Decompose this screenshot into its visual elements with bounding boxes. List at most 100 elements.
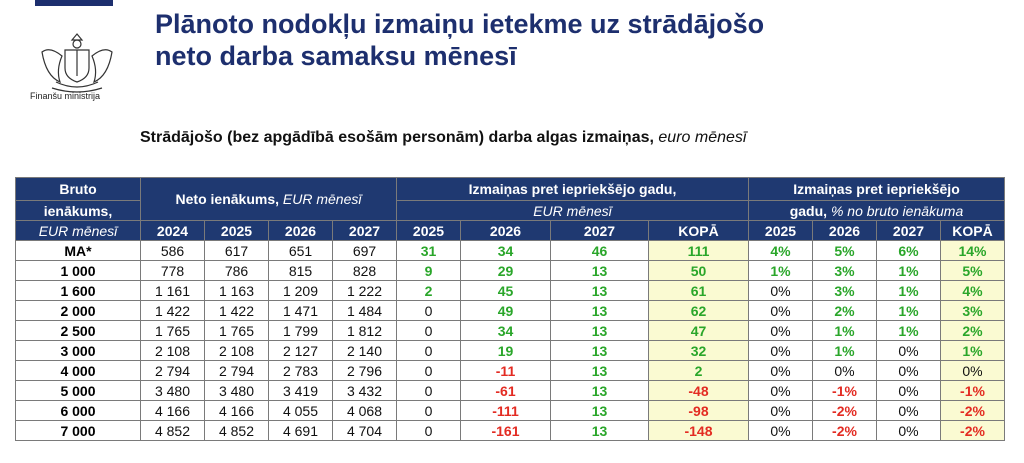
table-row: 2 500 1 765 1 765 1 799 1 812 0 34 13 47 0% 1% 1% 2%	[15, 320, 1005, 341]
pct-change-cell: 1%	[812, 340, 877, 361]
bruto-income-cell: MA*	[15, 240, 141, 261]
neto-income-cell: 4 166	[204, 400, 269, 421]
eur-change-cell: 0	[396, 400, 461, 421]
bruto-header-2: ienākums,	[15, 200, 141, 221]
neto-income-cell: 815	[268, 260, 333, 281]
neto-income-cell: 4 704	[332, 420, 397, 441]
pct-change-cell: 1%	[876, 260, 941, 281]
neto-income-cell: 1 484	[332, 300, 397, 321]
pct-change-total-cell: 14%	[940, 240, 1005, 261]
eur-change-total-cell: 50	[648, 260, 749, 281]
neto-income-cell: 651	[268, 240, 333, 261]
pct-change-total-cell: -2%	[940, 400, 1005, 421]
pct-change-cell: 1%	[812, 320, 877, 341]
eur-change-total-cell: 2	[648, 360, 749, 381]
eur-change-cell: 29	[460, 260, 551, 281]
bruto-unit: EUR mēnesī	[15, 220, 141, 241]
eur-change-cell: 2	[396, 280, 461, 301]
pct-change-cell: 0%	[748, 400, 813, 421]
neto-income-cell: 1 163	[204, 280, 269, 301]
pct-change-cell: 3%	[812, 280, 877, 301]
table-row: 4 000 2 794 2 794 2 783 2 796 0 -11 13 2 0% 0% 0% 0%	[15, 360, 1005, 381]
pct-change-total-cell: 0%	[940, 360, 1005, 381]
eur-change-total-cell: -98	[648, 400, 749, 421]
eur-year-header: 2025	[396, 220, 461, 241]
eur-change-total-cell: 32	[648, 340, 749, 361]
eur-change-cell: 13	[550, 320, 649, 341]
neto-income-cell: 1 422	[140, 300, 205, 321]
pct-change-cell: 0%	[876, 340, 941, 361]
bruto-income-cell: 7 000	[15, 420, 141, 441]
neto-income-cell: 2 140	[332, 340, 397, 361]
salary-change-table: Bruto Neto ienākums, EUR mēnesī Izmaiņas…	[15, 177, 1005, 441]
table-row: 3 000 2 108 2 108 2 127 2 140 0 19 13 32 0% 1% 0% 1%	[15, 340, 1005, 361]
neto-income-cell: 2 794	[204, 360, 269, 381]
eur-change-total-cell: -148	[648, 420, 749, 441]
pct-change-cell: 2%	[812, 300, 877, 321]
pct-change-cell: 1%	[876, 320, 941, 341]
table-row: 7 000 4 852 4 852 4 691 4 704 0 -161 13 -148 0% -2…	[15, 420, 1005, 441]
eur-change-cell: 13	[550, 420, 649, 441]
eur-change-cell: -61	[460, 380, 551, 401]
neto-income-cell: 1 765	[204, 320, 269, 341]
eur-year-header: 2027	[550, 220, 649, 241]
pct-change-cell: -1%	[812, 380, 877, 401]
pct-change-cell: 6%	[876, 240, 941, 261]
table-row: 6 000 4 166 4 166 4 055 4 068 0 -111 13 -98 0% -2%…	[15, 400, 1005, 421]
eur-change-cell: -111	[460, 400, 551, 421]
pct-change-cell: 0%	[748, 300, 813, 321]
eur-change-cell: 0	[396, 320, 461, 341]
eur-change-cell: 34	[460, 320, 551, 341]
bruto-income-cell: 5 000	[15, 380, 141, 401]
pct-change-total-cell: 1%	[940, 340, 1005, 361]
eur-change-cell: 34	[460, 240, 551, 261]
pct-change-total-cell: -2%	[940, 420, 1005, 441]
eur-change-cell: 13	[550, 400, 649, 421]
eur-total-header: KOPĀ	[648, 220, 749, 241]
neto-income-cell: 4 852	[140, 420, 205, 441]
pct-change-cell: 0%	[876, 420, 941, 441]
subtitle-main: Strādājošo (bez apgādībā esošām personām…	[140, 129, 650, 146]
pct-change-cell: 0%	[748, 380, 813, 401]
pct-change-cell: 1%	[876, 300, 941, 321]
neto-header-label: Neto ienākums,	[175, 191, 279, 207]
eur-year-header: 2026	[460, 220, 551, 241]
change-eur-header: Izmaiņas pret iepriekšējo gadu,	[396, 177, 749, 201]
bruto-income-cell: 2 500	[15, 320, 141, 341]
neto-income-cell: 4 068	[332, 400, 397, 421]
eur-change-cell: 9	[396, 260, 461, 281]
eur-change-total-cell: 62	[648, 300, 749, 321]
eur-change-cell: 13	[550, 360, 649, 381]
neto-income-cell: 586	[140, 240, 205, 261]
pct-change-total-cell: 3%	[940, 300, 1005, 321]
bruto-income-cell: 3 000	[15, 340, 141, 361]
neto-income-cell: 1 209	[268, 280, 333, 301]
eur-change-total-cell: 61	[648, 280, 749, 301]
eur-change-cell: 13	[550, 280, 649, 301]
neto-income-cell: 4 691	[268, 420, 333, 441]
pct-change-cell: -2%	[812, 420, 877, 441]
change-eur-unit-text: EUR mēnesī	[533, 202, 612, 219]
neto-income-cell: 778	[140, 260, 205, 281]
bruto-header-line1: Bruto	[59, 181, 97, 197]
pct-change-cell: 4%	[748, 240, 813, 261]
pct-change-cell: -2%	[812, 400, 877, 421]
subtitle-unit: euro mēnesī	[658, 129, 747, 146]
pct-change-cell: 0%	[876, 380, 941, 401]
eur-change-cell: 13	[550, 260, 649, 281]
bruto-unit-text: EUR mēnesī	[38, 222, 118, 239]
pct-change-cell: 0%	[748, 360, 813, 381]
bruto-header: Bruto	[15, 177, 141, 201]
pct-change-cell: 1%	[876, 280, 941, 301]
neto-income-cell: 1 222	[332, 280, 397, 301]
neto-income-cell: 2 796	[332, 360, 397, 381]
neto-income-cell: 3 480	[204, 380, 269, 401]
eur-change-cell: 13	[550, 340, 649, 361]
eur-change-cell: 0	[396, 300, 461, 321]
title-line-1: Plānoto nodokļu izmaiņu ietekme uz strād…	[155, 9, 765, 39]
eur-change-cell: 31	[396, 240, 461, 261]
table-subtitle: Strādājošo (bez apgādībā esošām personām…	[140, 129, 747, 146]
neto-income-cell: 4 166	[140, 400, 205, 421]
neto-year-header: 2024	[140, 220, 205, 241]
neto-income-cell: 4 852	[204, 420, 269, 441]
